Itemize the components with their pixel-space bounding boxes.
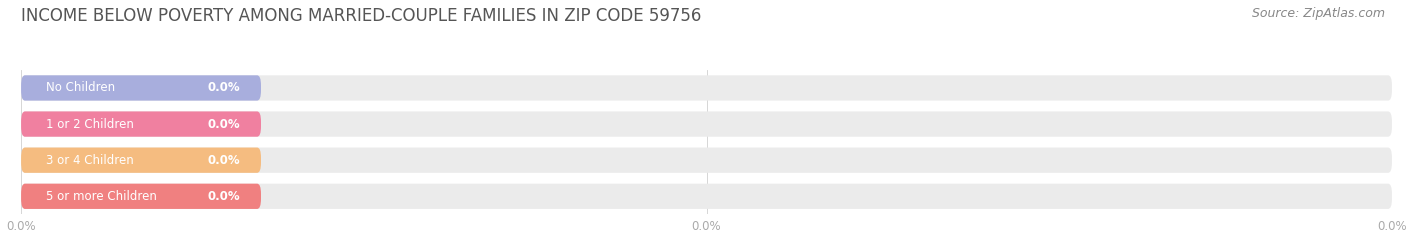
- Text: 3 or 4 Children: 3 or 4 Children: [46, 154, 134, 167]
- Text: 5 or more Children: 5 or more Children: [46, 190, 156, 203]
- Text: 0.0%: 0.0%: [208, 154, 240, 167]
- Text: 1 or 2 Children: 1 or 2 Children: [46, 118, 134, 130]
- Text: 0.0%: 0.0%: [208, 190, 240, 203]
- FancyBboxPatch shape: [21, 111, 262, 137]
- FancyBboxPatch shape: [21, 147, 262, 173]
- Text: No Children: No Children: [46, 82, 115, 94]
- FancyBboxPatch shape: [21, 75, 1392, 101]
- Text: Source: ZipAtlas.com: Source: ZipAtlas.com: [1251, 7, 1385, 20]
- FancyBboxPatch shape: [21, 75, 262, 101]
- FancyBboxPatch shape: [21, 184, 1392, 209]
- FancyBboxPatch shape: [21, 111, 1392, 137]
- FancyBboxPatch shape: [21, 147, 1392, 173]
- Text: INCOME BELOW POVERTY AMONG MARRIED-COUPLE FAMILIES IN ZIP CODE 59756: INCOME BELOW POVERTY AMONG MARRIED-COUPL…: [21, 7, 702, 25]
- Text: 0.0%: 0.0%: [208, 82, 240, 94]
- Text: 0.0%: 0.0%: [208, 118, 240, 130]
- FancyBboxPatch shape: [21, 184, 262, 209]
